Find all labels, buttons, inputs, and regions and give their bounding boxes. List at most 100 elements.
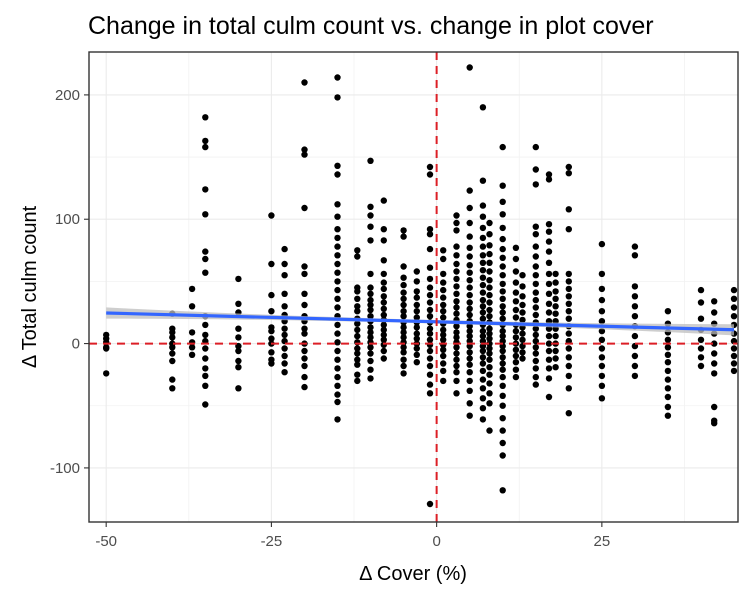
data-point	[499, 332, 506, 340]
data-point	[565, 385, 572, 392]
data-point	[545, 365, 553, 372]
data-point	[426, 347, 434, 355]
data-point	[499, 347, 506, 355]
data-point	[440, 331, 447, 339]
data-point	[426, 371, 434, 378]
data-point	[413, 308, 420, 315]
data-point	[730, 352, 738, 360]
data-point	[268, 335, 275, 342]
data-point	[512, 289, 520, 296]
data-point	[426, 390, 434, 397]
data-point	[499, 263, 506, 270]
data-points	[103, 64, 738, 508]
data-point	[202, 372, 209, 380]
data-point	[235, 385, 242, 392]
data-point	[354, 345, 361, 352]
data-point	[334, 213, 341, 220]
data-point	[486, 350, 493, 357]
data-point	[499, 182, 506, 189]
data-point	[413, 268, 420, 275]
data-point	[532, 143, 539, 151]
data-point	[697, 345, 705, 352]
data-point	[202, 137, 209, 145]
data-point	[552, 279, 559, 286]
data-point	[440, 255, 447, 263]
data-point	[281, 290, 288, 297]
data-point	[334, 304, 341, 311]
data-point	[268, 349, 275, 356]
data-point	[334, 278, 341, 285]
data-point	[380, 326, 387, 334]
data-point	[453, 344, 460, 351]
data-point	[400, 370, 407, 377]
x-tick-label: 0	[432, 533, 440, 550]
data-point	[202, 331, 209, 339]
data-point	[479, 360, 487, 367]
data-point	[453, 275, 460, 283]
data-point	[532, 223, 539, 230]
data-point	[598, 362, 606, 370]
data-point	[466, 64, 473, 71]
data-point	[440, 346, 447, 353]
data-point	[188, 329, 196, 336]
data-point	[598, 372, 606, 380]
data-point	[440, 247, 447, 254]
data-point	[202, 211, 209, 218]
data-point	[400, 295, 407, 302]
data-point	[598, 296, 606, 304]
data-point	[499, 415, 506, 422]
data-point	[367, 324, 374, 331]
data-point	[545, 171, 553, 178]
data-point	[479, 296, 487, 304]
data-point	[631, 362, 639, 370]
data-point	[453, 227, 460, 234]
data-point	[486, 284, 493, 291]
data-point	[426, 231, 434, 238]
data-point	[169, 385, 176, 392]
data-point	[519, 316, 526, 324]
data-point	[235, 275, 242, 283]
data-point	[426, 171, 434, 178]
data-point	[103, 345, 110, 352]
data-point	[235, 300, 242, 307]
data-point	[466, 187, 473, 194]
data-point	[380, 336, 387, 343]
data-point	[440, 301, 447, 309]
y-tick-label: 0	[72, 336, 80, 353]
trend-line	[106, 307, 735, 336]
data-point	[466, 269, 473, 276]
data-point	[499, 245, 506, 253]
data-point	[453, 260, 460, 268]
chart-title: Change in total culm count vs. change in…	[88, 12, 654, 40]
data-point	[426, 226, 434, 233]
data-point	[466, 305, 473, 312]
data-point	[479, 347, 487, 355]
data-point	[631, 313, 639, 320]
data-point	[499, 295, 506, 302]
data-point	[499, 392, 506, 399]
data-point	[545, 356, 553, 363]
data-point	[453, 356, 460, 363]
data-point	[552, 288, 559, 295]
data-point	[235, 357, 242, 365]
data-point	[367, 290, 374, 297]
data-point	[169, 350, 176, 357]
data-point	[453, 268, 460, 275]
data-point	[367, 301, 374, 309]
data-point	[367, 334, 374, 341]
data-point	[730, 313, 738, 320]
data-point	[711, 370, 718, 377]
data-point	[334, 286, 341, 294]
data-point	[202, 365, 209, 372]
data-point	[486, 242, 493, 249]
data-point	[413, 330, 420, 337]
data-point	[301, 270, 308, 278]
data-point	[730, 360, 738, 367]
data-point	[380, 299, 387, 306]
data-point	[532, 325, 539, 332]
data-point	[565, 270, 572, 278]
data-point	[519, 293, 526, 300]
data-point	[169, 329, 176, 336]
data-point	[711, 298, 718, 305]
